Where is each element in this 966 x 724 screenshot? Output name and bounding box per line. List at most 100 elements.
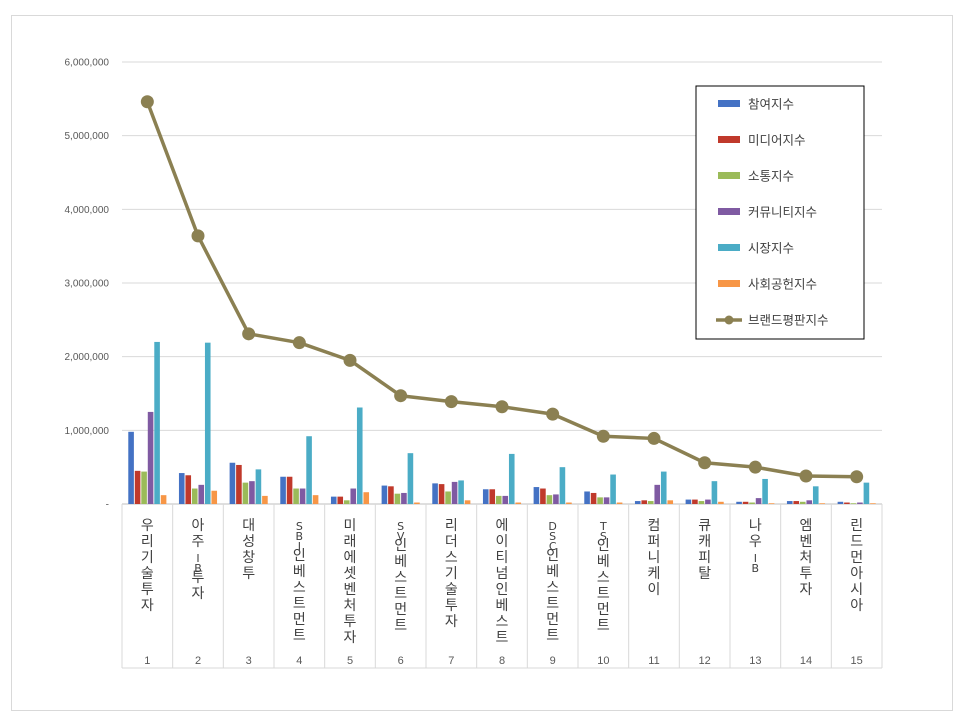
bar: [394, 493, 401, 504]
bar: [844, 502, 850, 504]
bar: [762, 478, 768, 504]
bar: [198, 484, 205, 504]
line-marker: [850, 470, 864, 484]
line-marker: [444, 395, 458, 409]
bar: [508, 453, 515, 504]
bar: [330, 496, 337, 504]
y-tick-label: 5,000,000: [65, 131, 110, 142]
bar: [388, 486, 394, 504]
bar: [255, 469, 262, 504]
legend-label: 사회공헌지수: [748, 277, 817, 292]
bar: [634, 501, 641, 504]
bar: [249, 481, 255, 504]
bar: [590, 492, 597, 504]
y-tick-label: 6,000,000: [65, 58, 110, 69]
bar: [204, 342, 211, 504]
rank-label: 5: [347, 655, 353, 667]
bar: [154, 341, 160, 504]
bar: [616, 502, 623, 504]
bar: [768, 503, 775, 504]
legend-swatch: [718, 100, 740, 107]
line-marker: [140, 95, 154, 109]
bar: [312, 495, 319, 504]
bar: [502, 495, 509, 504]
bar: [812, 486, 819, 504]
bar: [786, 501, 793, 504]
bar: [495, 495, 502, 504]
legend-label: 커뮤니티지수: [748, 205, 817, 220]
bar: [566, 502, 572, 504]
bar: [553, 494, 559, 504]
bar: [736, 501, 742, 504]
bar: [654, 484, 661, 504]
line-marker: [292, 336, 306, 350]
bar: [584, 491, 590, 504]
bar: [705, 499, 711, 504]
line-marker: [647, 431, 661, 445]
bar: [603, 497, 610, 504]
bar: [363, 492, 370, 504]
bar: [343, 500, 350, 504]
line-marker: [546, 407, 560, 421]
bar: [464, 500, 471, 504]
legend-swatch: [718, 172, 740, 179]
bar: [293, 488, 299, 504]
bar: [718, 501, 724, 504]
bar: [660, 471, 667, 504]
line-marker: [495, 400, 509, 414]
legend-swatch: [724, 315, 734, 325]
bar: [799, 501, 806, 504]
bar: [432, 483, 438, 504]
y-tick-label: 1,000,000: [65, 426, 110, 437]
bar: [819, 503, 826, 504]
bar: [381, 485, 388, 504]
rank-label: 9: [550, 655, 556, 667]
bar: [299, 488, 306, 504]
bar: [667, 500, 674, 504]
rank-label: 11: [648, 655, 659, 667]
bar: [178, 473, 185, 504]
bar: [458, 480, 464, 504]
bar: [793, 501, 800, 504]
legend-swatch: [718, 208, 740, 215]
bar: [185, 475, 192, 504]
bar: [559, 467, 566, 504]
bar: [134, 470, 141, 504]
bar: [229, 462, 236, 504]
rank-label: 1: [144, 655, 150, 667]
rank-label: 13: [749, 655, 761, 667]
bar: [242, 482, 249, 504]
legend-label: 브랜드평판지수: [748, 313, 829, 328]
bar: [350, 488, 357, 504]
bar: [641, 500, 648, 504]
bar: [863, 482, 870, 504]
bar: [610, 474, 616, 504]
bar: [160, 495, 167, 504]
rank-label: 4: [296, 655, 302, 667]
bar: [445, 491, 451, 504]
legend-label: 참여지수: [748, 97, 794, 112]
bar: [451, 481, 458, 504]
bar: [141, 471, 147, 504]
line-marker: [748, 460, 762, 474]
rank-label: 15: [851, 655, 863, 667]
bar: [489, 489, 496, 504]
line-marker: [242, 327, 256, 341]
bar: [685, 499, 692, 504]
bar: [742, 501, 749, 504]
bar: [128, 431, 134, 504]
y-tick-label: -: [106, 500, 109, 511]
bar: [692, 499, 698, 504]
line-marker: [698, 456, 712, 470]
